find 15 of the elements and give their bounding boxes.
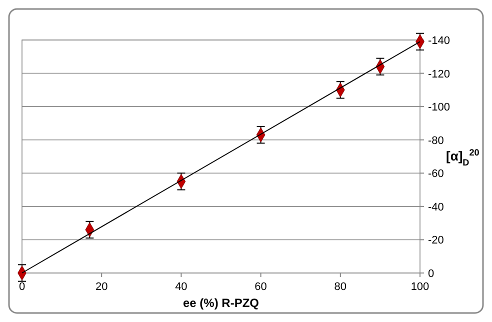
y-tick-label: 0 bbox=[428, 268, 434, 280]
x-axis-title: ee (%) R-PZQ bbox=[182, 296, 260, 310]
x-tick-label: 100 bbox=[410, 281, 430, 293]
y-tick-label: -60 bbox=[428, 168, 444, 180]
x-tick-label: 60 bbox=[254, 281, 267, 293]
y-tick-label: -100 bbox=[428, 102, 450, 114]
x-tick-label: 80 bbox=[334, 281, 347, 293]
y-tick-label: -20 bbox=[428, 234, 444, 247]
y-tick-label: -120 bbox=[428, 68, 450, 80]
y-tick-label: -80 bbox=[428, 134, 444, 147]
x-tick-label: 20 bbox=[95, 281, 108, 293]
y-tick-label: -40 bbox=[428, 201, 444, 214]
x-tick-label: 0 bbox=[18, 281, 26, 293]
y-tick-label: -140 bbox=[428, 35, 450, 47]
x-tick-label: 40 bbox=[175, 281, 188, 293]
